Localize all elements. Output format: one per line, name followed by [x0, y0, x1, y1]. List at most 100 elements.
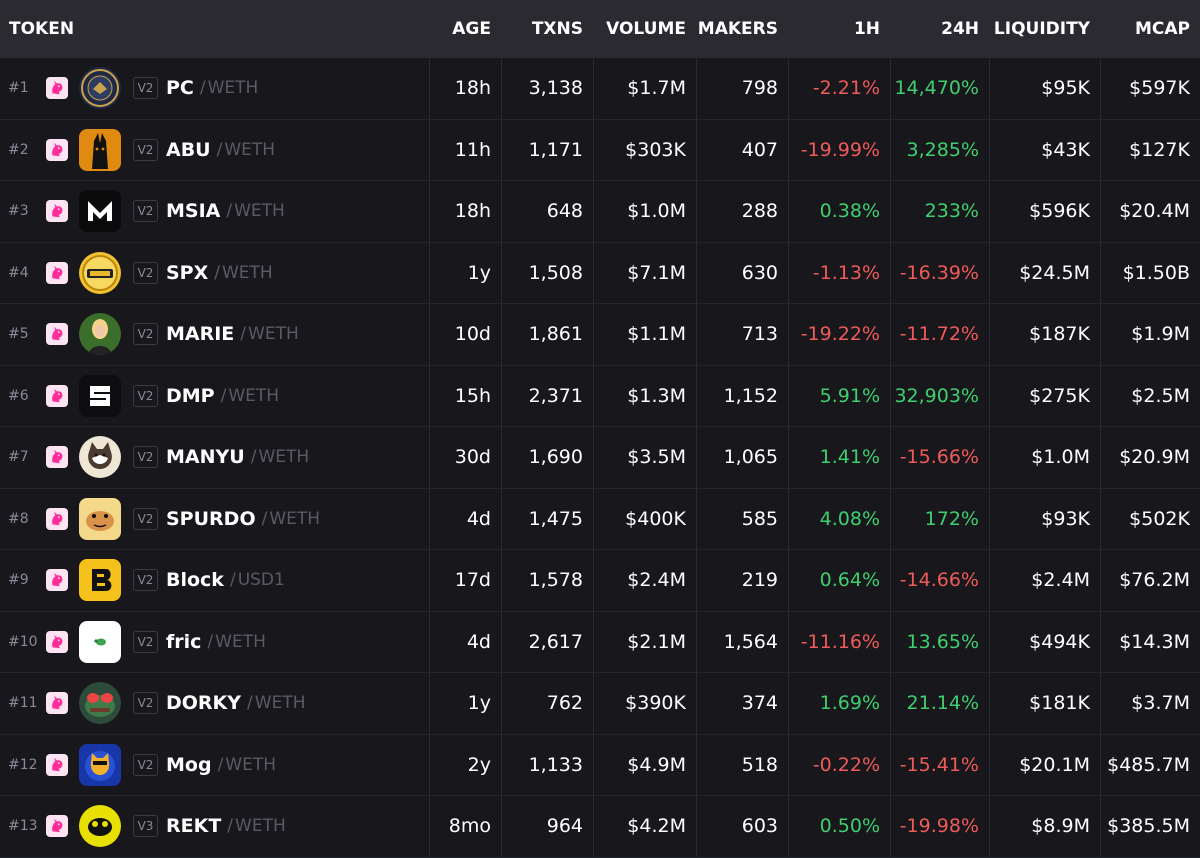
age-cell: 18h	[430, 181, 502, 242]
table-row[interactable]: #3 V2 MSIA / WETH 18h 648 $1.0M 288 0.38% 233% $596…	[0, 181, 1200, 243]
table-row[interactable]: #12 V2 Mog / WETH 2y 1,133 $4.9M 518 -0.22% -15.41…	[0, 734, 1200, 796]
token-cell[interactable]: #9 V2 Block / USD1	[0, 550, 430, 611]
age-cell: 17d	[430, 550, 502, 611]
age-cell: 11h	[430, 119, 502, 180]
liquidity-cell: $2.4M	[990, 550, 1101, 611]
token-cell[interactable]: #10 V2 fric / WETH	[0, 611, 430, 672]
col-age-header[interactable]: AGE	[430, 0, 502, 58]
mcap-cell: $502K	[1129, 507, 1190, 530]
volume-cell: $2.1M	[594, 611, 697, 672]
mcap-cell: $1.9M	[1131, 323, 1190, 346]
mcap-cell: $14.3M	[1119, 630, 1190, 653]
token-symbol[interactable]: Block	[166, 569, 224, 592]
token-cell[interactable]: #7 V2 MANYU / WETH	[0, 427, 430, 488]
token-cell[interactable]: #5 V2 MARIE / WETH	[0, 304, 430, 365]
table-row[interactable]: #13 V3 REKT / WETH 8mo 964 $4.2M 603 0.50% -19.98%…	[0, 796, 1200, 858]
token-cell[interactable]: #3 V2 MSIA / WETH	[0, 181, 430, 242]
col-liquidity-header[interactable]: LIQUIDITY	[990, 0, 1101, 58]
token-logo-icon	[68, 682, 121, 725]
makers-cell: 288	[697, 181, 789, 242]
volume-cell: $1.1M	[594, 304, 697, 365]
token-cell[interactable]: #12 V2 Mog / WETH	[0, 734, 430, 795]
change-24h-cell: 3,285%	[891, 119, 990, 180]
token-cell[interactable]: #1 V2 PC / WETH	[0, 58, 430, 119]
pair-separator: /	[250, 447, 257, 468]
change-24h-cell: 172%	[891, 488, 990, 549]
col-token-header[interactable]: TOKEN	[0, 0, 430, 58]
table-row[interactable]: #4 V2 SPX / WETH 1y 1,508 $7.1M 630 -1.13% -16.39%…	[0, 242, 1200, 304]
col-volume-header[interactable]: VOLUME	[594, 0, 697, 58]
makers-cell: 585	[697, 488, 789, 549]
pair-separator: /	[216, 139, 223, 160]
col-txns-header[interactable]: TXNS	[502, 0, 594, 58]
change-24h-cell: 21.14%	[891, 673, 990, 734]
quote-symbol: USD1	[237, 570, 285, 591]
change-1h-cell: -1.13%	[789, 242, 891, 303]
token-logo-icon	[68, 436, 121, 479]
token-symbol[interactable]: SPX	[166, 261, 209, 284]
mcap-cell: $20.9M	[1119, 446, 1190, 469]
volume-cell: $303K	[594, 119, 697, 180]
mcap-cell: $127K	[1129, 138, 1190, 161]
makers-cell: 798	[697, 58, 789, 119]
change-24h-cell: -19.98%	[891, 796, 990, 857]
token-symbol[interactable]: DMP	[166, 384, 215, 407]
token-cell[interactable]: #6 V2 DMP / WETH	[0, 365, 430, 426]
col-24h-header[interactable]: 24H	[891, 0, 990, 58]
table-row[interactable]: #2 V2 ABU / WETH 11h 1,171 $303K 407 -19.99% 3,285…	[0, 119, 1200, 181]
table-row[interactable]: #5 V2 MARIE / WETH 10d 1,861 $1.1M 713 -19.22% -11…	[0, 304, 1200, 366]
makers-cell: 518	[697, 734, 789, 795]
rank-label: #3	[8, 203, 29, 220]
token-symbol[interactable]: Mog	[166, 753, 212, 776]
col-1h-header[interactable]: 1H	[789, 0, 891, 58]
change-24h-cell: 32,903%	[891, 365, 990, 426]
token-cell[interactable]: #8 V2 SPURDO / WETH	[0, 488, 430, 549]
token-symbol[interactable]: PC	[166, 77, 194, 100]
version-badge: V2	[133, 384, 158, 407]
pair-separator: /	[227, 816, 234, 837]
table-row[interactable]: #10 V2 fric / WETH 4d 2,617 $2.1M 1,564 -11.16% 13…	[0, 611, 1200, 673]
table-row[interactable]: #11 V2 DORKY / WETH 1y 762 $390K 374 1.69% 21.14% $…	[0, 673, 1200, 735]
token-symbol[interactable]: fric	[166, 630, 202, 653]
age-cell: 4d	[430, 611, 502, 672]
table-row[interactable]: #9 V2 Block / USD1 17d 1,578 $2.4M 219 0.64% -14.6…	[0, 550, 1200, 612]
table-row[interactable]: #6 V2 DMP / WETH 15h 2,371 $1.3M 1,152 5.91% 32,90…	[0, 365, 1200, 427]
token-cell[interactable]: #11 V2 DORKY / WETH	[0, 673, 430, 734]
token-symbol[interactable]: REKT	[166, 815, 222, 838]
token-symbol[interactable]: MANYU	[166, 446, 245, 469]
age-cell: 2y	[430, 734, 502, 795]
token-symbol[interactable]: ABU	[166, 138, 211, 161]
token-cell[interactable]: #13 V3 REKT / WETH	[0, 796, 430, 857]
change-1h-cell: 5.91%	[789, 365, 891, 426]
token-logo-icon	[68, 313, 121, 356]
uniswap-unicorn-icon	[46, 261, 68, 284]
token-symbol[interactable]: DORKY	[166, 692, 242, 715]
token-symbol[interactable]: SPURDO	[166, 507, 256, 530]
col-mcap-header[interactable]: MCAP	[1134, 19, 1190, 39]
change-1h-cell: -2.21%	[789, 58, 891, 119]
volume-cell: $7.1M	[594, 242, 697, 303]
table-row[interactable]: #8 V2 SPURDO / WETH 4d 1,475 $400K 585 4.08% 172% $…	[0, 488, 1200, 550]
version-badge: V2	[133, 569, 158, 592]
table-row[interactable]: #1 V2 PC / WETH 18h 3,138 $1.7M 798 -2.21% 14,470%…	[0, 58, 1200, 120]
change-1h-cell: 4.08%	[789, 488, 891, 549]
token-logo-icon	[68, 805, 121, 848]
makers-cell: 219	[697, 550, 789, 611]
rank-label: #1	[8, 80, 29, 97]
makers-cell: 713	[697, 304, 789, 365]
token-symbol[interactable]: MSIA	[166, 200, 221, 223]
quote-symbol: WETH	[215, 631, 266, 652]
uniswap-unicorn-icon	[46, 138, 68, 161]
token-cell[interactable]: #2 V2 ABU / WETH	[0, 119, 430, 180]
table-row[interactable]: #7 V2 MANYU / WETH 30d 1,690 $3.5M 1,065 1.41% -15…	[0, 427, 1200, 489]
token-cell[interactable]: #4 V2 SPX / WETH	[0, 242, 430, 303]
version-badge: V2	[133, 753, 158, 776]
token-symbol[interactable]: MARIE	[166, 323, 235, 346]
change-1h-cell: 0.64%	[789, 550, 891, 611]
col-makers-header[interactable]: MAKERS	[697, 0, 789, 58]
change-1h-cell: -11.16%	[789, 611, 891, 672]
age-cell: 15h	[430, 365, 502, 426]
quote-symbol: WETH	[207, 78, 259, 99]
version-badge: V2	[133, 261, 158, 284]
